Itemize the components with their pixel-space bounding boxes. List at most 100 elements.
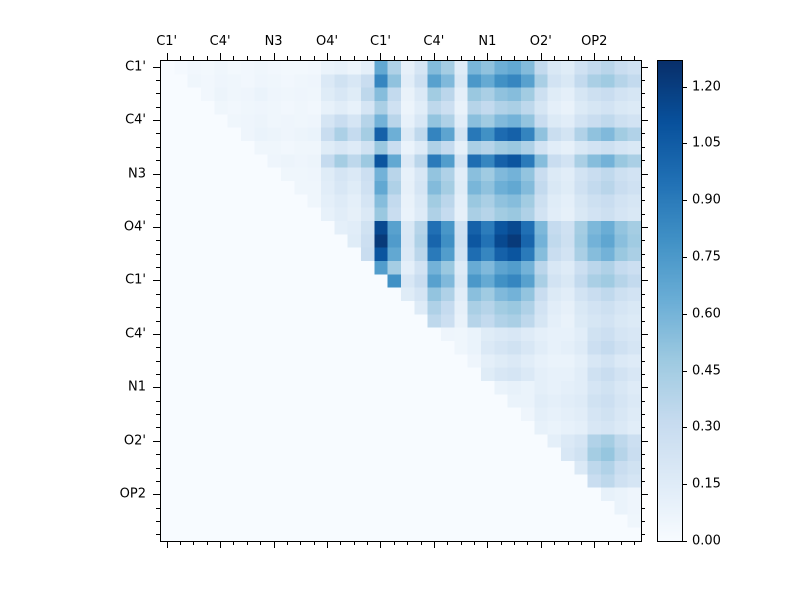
axis-tick <box>367 541 369 545</box>
axis-tick <box>641 253 645 255</box>
x-tick-label: N3 <box>264 34 283 49</box>
axis-tick <box>286 541 288 545</box>
axis-tick <box>156 400 160 402</box>
colorbar-tick-label: 0.90 <box>692 192 721 208</box>
axis-tick <box>641 467 645 469</box>
axis-tick <box>166 541 168 548</box>
axis-tick <box>153 387 160 389</box>
axis-tick <box>313 56 315 60</box>
axis-tick <box>353 56 355 60</box>
axis-tick <box>607 56 609 60</box>
x-tick-label: C1' <box>156 34 178 49</box>
axis-tick <box>156 106 160 108</box>
y-tick-label: OP2 <box>119 486 146 502</box>
ticks-bottom <box>160 541 641 548</box>
axis-tick <box>156 534 160 536</box>
axis-tick <box>641 280 648 282</box>
axis-tick <box>246 56 248 60</box>
colorbar-tick-label: 0.45 <box>692 363 721 379</box>
axis-tick <box>420 56 422 60</box>
axis-tick <box>641 293 645 295</box>
axis-tick <box>487 53 489 60</box>
axis-tick <box>580 541 582 545</box>
axis-tick <box>641 534 645 536</box>
axis-tick <box>156 373 160 375</box>
axis-tick <box>220 53 222 60</box>
axis-tick <box>460 541 462 545</box>
axis-tick <box>527 541 529 545</box>
ticks-left <box>153 60 160 541</box>
axis-tick <box>554 56 556 60</box>
axis-tick <box>156 267 160 269</box>
axis-tick <box>641 120 648 122</box>
axis-tick <box>156 507 160 509</box>
axis-tick <box>641 400 645 402</box>
axis-tick <box>460 56 462 60</box>
ticks-top <box>160 53 641 60</box>
axis-tick <box>641 507 645 509</box>
axis-tick <box>220 541 222 548</box>
axis-tick <box>327 541 328 548</box>
colorbar-tick <box>682 313 687 315</box>
axis-tick <box>353 541 355 545</box>
axis-tick <box>567 541 569 545</box>
y-axis-labels: C1' C4' N3 O4' C1' C4' N1 O2' OP2 <box>98 59 150 541</box>
axis-tick <box>380 53 382 60</box>
axis-tick <box>156 160 160 162</box>
axis-tick <box>300 56 302 60</box>
axis-tick <box>420 541 422 545</box>
y-tick-label: C1' <box>125 59 146 75</box>
axis-tick <box>641 227 648 228</box>
axis-tick <box>156 200 160 202</box>
heatmap-canvas <box>161 61 641 541</box>
x-tick-label: O4' <box>315 34 339 49</box>
axis-tick <box>641 80 645 82</box>
axis-tick <box>286 56 288 60</box>
colorbar-tick <box>682 256 687 258</box>
colorbar <box>657 60 683 542</box>
colorbar-tick-label: 0.60 <box>692 306 721 322</box>
axis-tick <box>594 541 596 548</box>
axis-tick <box>156 467 160 469</box>
axis-tick <box>433 541 435 548</box>
axis-tick <box>407 56 409 60</box>
axis-tick <box>327 53 328 60</box>
axis-tick <box>641 146 645 148</box>
axis-tick <box>641 333 648 335</box>
axis-tick <box>641 186 645 188</box>
axis-tick <box>641 66 648 68</box>
axis-tick <box>156 454 160 456</box>
axis-tick <box>233 56 235 60</box>
colorbar-tick-label: 0.00 <box>692 533 721 549</box>
axis-tick <box>153 173 160 175</box>
axis-tick <box>641 240 645 242</box>
axis-tick <box>206 541 208 545</box>
axis-tick <box>156 253 160 255</box>
plot-area <box>160 60 642 542</box>
axis-tick <box>473 541 475 545</box>
axis-tick <box>500 56 502 60</box>
colorbar-tick-label: 0.15 <box>692 476 721 492</box>
axis-tick <box>156 427 160 429</box>
y-tick-label: O4' <box>123 219 146 235</box>
colorbar-tick-label: 1.20 <box>692 79 721 94</box>
axis-tick <box>156 146 160 148</box>
colorbar-tick <box>682 427 687 429</box>
axis-tick <box>567 56 569 60</box>
axis-tick <box>641 440 648 442</box>
axis-tick <box>594 53 596 60</box>
axis-tick <box>527 56 529 60</box>
axis-tick <box>641 480 645 482</box>
axis-tick <box>273 541 275 548</box>
axis-tick <box>641 427 645 429</box>
colorbar-tick <box>682 86 687 88</box>
axis-tick <box>620 56 622 60</box>
axis-tick <box>153 494 160 496</box>
axis-tick <box>260 541 262 545</box>
axis-tick <box>580 56 582 60</box>
axis-tick <box>634 56 636 60</box>
axis-tick <box>193 56 195 60</box>
y-tick-label: N1 <box>128 379 146 395</box>
axis-tick <box>153 66 160 68</box>
axis-tick <box>156 347 160 349</box>
